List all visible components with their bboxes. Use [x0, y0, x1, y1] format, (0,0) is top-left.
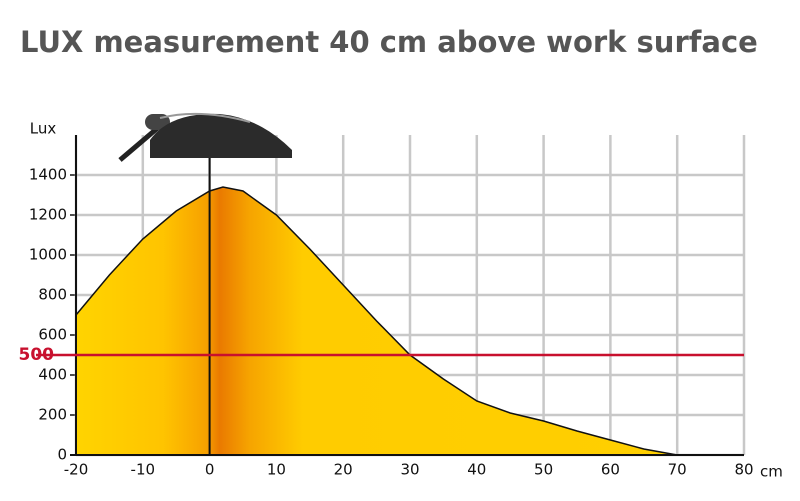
lamp-icon	[118, 112, 292, 162]
y-tick-label: 0	[57, 446, 67, 464]
y-tick-label: 1200	[29, 206, 67, 224]
x-tick-label: 40	[467, 461, 486, 479]
y-tick-label: 600	[38, 326, 67, 344]
reference-label: 500	[19, 345, 55, 365]
y-tick-label: 400	[38, 366, 67, 384]
y-tick-label: 1000	[29, 246, 67, 264]
plot-area: 0 200 400 600 800 1000 1200 1400 -20 -10 0 10 20 30 40…	[19, 120, 783, 481]
x-tick-label: 60	[601, 461, 620, 479]
y-axis-label: Lux	[30, 120, 57, 138]
x-axis-label: cm	[760, 463, 783, 481]
x-tick-label: 50	[534, 461, 553, 479]
x-tick-label: -20	[64, 461, 89, 479]
x-tick-label: 70	[668, 461, 687, 479]
x-tick-label: 0	[205, 461, 215, 479]
x-tick-label: -10	[131, 461, 156, 479]
area-outline	[75, 186, 678, 456]
x-tick-label: 10	[267, 461, 286, 479]
x-tick-label: 80	[734, 461, 753, 479]
y-tick-label: 800	[38, 286, 67, 304]
y-tick-label: 200	[38, 406, 67, 424]
x-tick-label: 30	[400, 461, 419, 479]
x-tick-label: 20	[334, 461, 353, 479]
y-tick-label: 1400	[29, 166, 67, 184]
chart-title: LUX measurement 40 cm above work surface	[20, 25, 758, 59]
